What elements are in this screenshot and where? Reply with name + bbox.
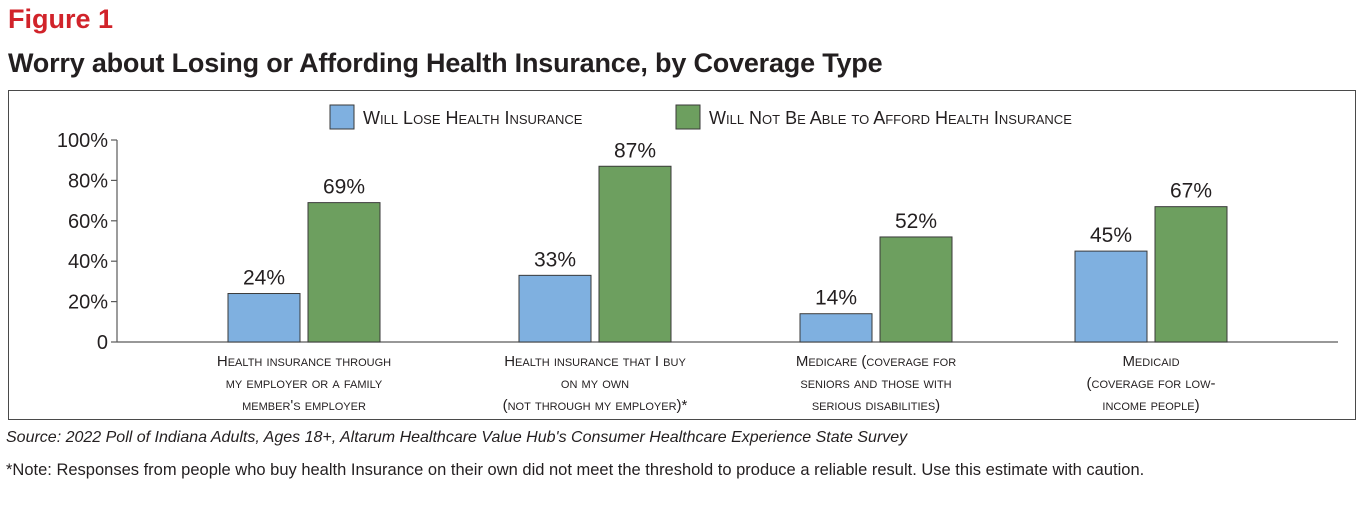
data-label: 33% bbox=[534, 248, 576, 271]
category-label: Medicare (coverage for bbox=[796, 353, 956, 370]
data-label: 45% bbox=[1090, 224, 1132, 247]
y-tick-label: 40% bbox=[68, 251, 108, 273]
caution-note: *Note: Responses from people who buy hea… bbox=[6, 461, 1145, 479]
category-label: my employer or a family bbox=[226, 375, 383, 392]
legend-swatch bbox=[675, 104, 701, 130]
data-label: 87% bbox=[614, 139, 656, 162]
bar bbox=[879, 236, 953, 343]
data-label: 24% bbox=[243, 267, 285, 290]
category-label: seniors and those with bbox=[800, 375, 951, 392]
chart-frame bbox=[8, 90, 1356, 420]
data-label: 14% bbox=[815, 287, 857, 310]
category-label: Health insurance that I buy bbox=[504, 353, 686, 370]
category-label: income people) bbox=[1102, 397, 1199, 414]
legend-label: Will Lose Health Insurance bbox=[363, 108, 583, 128]
bar bbox=[598, 165, 672, 343]
data-label: 69% bbox=[323, 176, 365, 199]
bar bbox=[799, 313, 873, 343]
bar bbox=[518, 274, 592, 343]
category-label: (coverage for low- bbox=[1087, 375, 1216, 392]
bar-chart: 0 20% 40% 60% 80% 100% 24% 33% 14% 45% 69% 87% 52% 67… bbox=[57, 104, 1338, 414]
y-tick-label: 100% bbox=[57, 130, 108, 152]
category-label: Medicaid bbox=[1122, 353, 1179, 370]
category-label: Health insurance through bbox=[217, 353, 391, 370]
bar bbox=[227, 293, 301, 343]
bar bbox=[1154, 206, 1228, 343]
data-label: 52% bbox=[895, 210, 937, 233]
y-tick-label: 20% bbox=[68, 292, 108, 314]
y-tick-label: 60% bbox=[68, 211, 108, 233]
y-tick-label: 80% bbox=[68, 170, 108, 192]
category-label: (not through my employer)* bbox=[503, 397, 688, 414]
bar bbox=[1074, 250, 1148, 343]
source-note: Source: 2022 Poll of Indiana Adults, Age… bbox=[6, 429, 908, 446]
figure-label: Figure 1 bbox=[8, 4, 114, 34]
chart-title: Worry about Losing or Affording Health I… bbox=[8, 48, 883, 78]
bar bbox=[307, 202, 381, 343]
category-label: member's employer bbox=[242, 397, 366, 414]
legend-label: Will Not Be Able to Afford Health Insura… bbox=[709, 108, 1072, 128]
category-label: serious disabilities) bbox=[812, 397, 940, 414]
data-label: 67% bbox=[1170, 180, 1212, 203]
y-tick-label: 0 bbox=[97, 332, 108, 354]
legend-swatch bbox=[329, 104, 355, 130]
category-label: on my own bbox=[561, 375, 629, 392]
